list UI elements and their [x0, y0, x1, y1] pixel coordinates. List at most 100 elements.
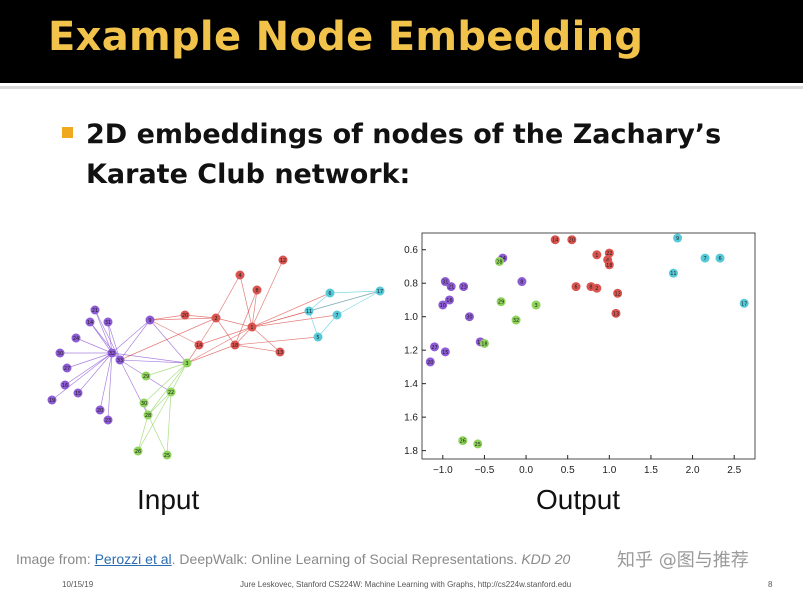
y-tick-label: 0.6 — [404, 245, 418, 256]
graph-node-label: 6 — [328, 291, 331, 297]
y-tick-label: 0.8 — [404, 279, 418, 290]
perozzi-link[interactable]: Perozzi et al — [94, 551, 172, 567]
y-tick-label: 1.4 — [404, 379, 418, 390]
graph-node-label: 8 — [255, 288, 258, 294]
graph-edge — [143, 362, 188, 404]
graph-node-label: 29 — [143, 374, 149, 380]
y-tick-label: 1.6 — [404, 413, 418, 424]
scatter-point — [571, 282, 581, 292]
scatter-point — [444, 295, 454, 305]
scatter-point-label: 15 — [442, 350, 448, 356]
scatter-point — [511, 315, 521, 325]
x-tick-label: 1.5 — [644, 465, 658, 476]
scatter-point-label: 12 — [614, 291, 620, 297]
graph-edge — [251, 289, 258, 328]
graph-node — [62, 363, 72, 373]
graph-edge — [147, 414, 168, 456]
scatter-point-label: 20 — [427, 360, 433, 366]
graph-edge — [119, 317, 217, 361]
scatter-point — [494, 256, 504, 266]
scatter-point — [550, 235, 560, 245]
graph-node — [95, 405, 105, 415]
graph-node-label: 19 — [49, 398, 55, 404]
scatter-point-label: 2 — [595, 286, 598, 292]
scatter-point-label: 16 — [446, 298, 452, 304]
graph-node-label: 21 — [92, 308, 98, 314]
x-tick-label: 2.0 — [686, 465, 700, 476]
graph-node — [47, 395, 57, 405]
graph-node-label: 30 — [141, 401, 147, 407]
graph-node — [143, 410, 153, 420]
graph-node — [139, 398, 149, 408]
scatter-point-label: 30 — [466, 315, 472, 321]
scatter-point-label: 11 — [670, 271, 676, 277]
scatter-point — [668, 268, 678, 278]
scatter-point — [458, 436, 468, 446]
graph-node-label: 22 — [168, 390, 174, 396]
scatter-point-label: 22 — [606, 251, 612, 257]
x-tick-label: −1.0 — [433, 465, 453, 476]
graph-edge — [119, 359, 188, 364]
scatter-point — [715, 253, 725, 263]
scatter-point — [429, 342, 439, 352]
scatter-point-label: 21 — [448, 285, 454, 291]
x-tick-label: 1.0 — [602, 465, 616, 476]
graph-edge — [186, 344, 236, 364]
scatter-point — [464, 312, 474, 322]
graph-node — [73, 388, 83, 398]
graph-node — [180, 310, 190, 320]
graph-edge — [111, 352, 188, 364]
y-tick-label: 1.2 — [404, 346, 418, 357]
graph-node-label: 33 — [117, 358, 123, 364]
scatter-point — [446, 282, 456, 292]
graph-node-label: 14 — [196, 343, 202, 349]
graph-node — [60, 380, 70, 390]
graph-node — [194, 340, 204, 350]
scatter-point-label: 27 — [431, 345, 437, 351]
graph-node-label: 7 — [335, 313, 338, 319]
graph-edge — [99, 352, 113, 411]
scatter-point — [440, 277, 450, 287]
graph-edge — [251, 292, 331, 328]
graph-edge — [198, 326, 253, 346]
graph-node-label: 17 — [377, 289, 383, 295]
graph-edge — [317, 314, 338, 338]
scatter-point — [425, 357, 435, 367]
graph-node-label: 11 — [306, 309, 312, 315]
graph-node-label: 15 — [75, 391, 81, 397]
source-prefix: Image from: — [16, 551, 95, 567]
title-divider — [0, 86, 803, 89]
scatter-point — [496, 297, 506, 307]
graph-node-label: 27 — [64, 366, 70, 372]
x-tick-label: 0.0 — [519, 465, 533, 476]
graph-node-label: 20 — [182, 313, 188, 319]
scatter-point-label: 8 — [589, 285, 592, 291]
graph-edge — [308, 292, 331, 312]
scatter-point-label: 26 — [460, 439, 466, 445]
graph-edge — [119, 319, 151, 361]
graph-node — [133, 446, 143, 456]
footer-credit: Jure Leskovec, Stanford CS224W: Machine … — [240, 580, 572, 589]
graph-node — [182, 358, 192, 368]
graph-node — [278, 255, 288, 265]
graph-node-label: 1 — [250, 325, 253, 331]
scatter-point-label: 3 — [534, 303, 537, 309]
bullet-text: 2D embeddings of nodes of the Zachary’s … — [86, 119, 722, 190]
scatter-point-label: 1 — [595, 253, 598, 259]
graph-node-label: 9 — [148, 318, 151, 324]
graph-edge — [166, 391, 172, 456]
graph-edge — [186, 326, 253, 364]
scatter-point — [440, 347, 450, 357]
x-tick-label: 2.5 — [727, 465, 741, 476]
graph-node — [211, 313, 221, 323]
graph-node — [103, 317, 113, 327]
scatter-point — [604, 260, 614, 270]
graph-edge — [336, 290, 381, 316]
graph-node-label: 23 — [105, 418, 111, 424]
graph-edge — [149, 319, 200, 346]
graph-node-label: 5 — [316, 335, 319, 341]
scatter-point-label: 31 — [442, 280, 448, 286]
scatter-point — [592, 283, 602, 293]
scatter-point — [739, 298, 749, 308]
graph-node — [90, 305, 100, 315]
